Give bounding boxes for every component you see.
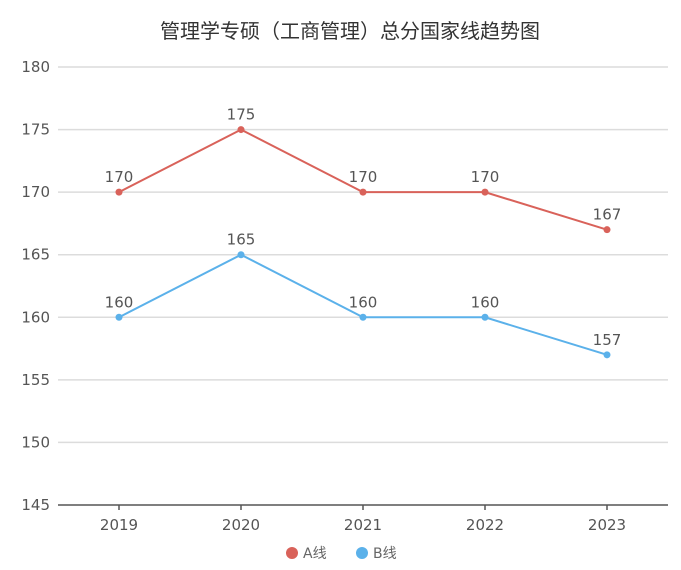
data-point[interactable] [359, 313, 367, 321]
legend-item-a[interactable]: A线 [286, 546, 327, 562]
data-label: 160 [105, 293, 134, 311]
legend-item-b[interactable]: B线 [356, 546, 397, 562]
data-point[interactable] [603, 351, 611, 359]
x-tick-label: 2022 [466, 516, 504, 534]
y-tick-label: 155 [21, 371, 50, 389]
y-tick-label: 150 [21, 433, 50, 451]
data-point[interactable] [115, 313, 123, 321]
data-label: 157 [593, 331, 622, 349]
data-label: 170 [471, 168, 500, 186]
x-tick-label: 2023 [588, 516, 626, 534]
chart-title: 管理学专硕（工商管理）总分国家线趋势图 [160, 19, 540, 43]
data-point[interactable] [115, 188, 123, 196]
data-point[interactable] [237, 126, 245, 134]
y-tick-label: 170 [21, 183, 50, 201]
series-b: 160 165 160 160 157 [105, 231, 622, 359]
data-point[interactable] [481, 313, 489, 321]
y-tick-label: 180 [21, 58, 50, 76]
data-label: 160 [471, 293, 500, 311]
legend-marker [286, 547, 298, 559]
data-label: 170 [105, 168, 134, 186]
data-point[interactable] [481, 188, 489, 196]
data-label: 170 [349, 168, 378, 186]
series-a: 170 175 170 170 167 [105, 106, 622, 234]
x-tick-label: 2019 [100, 516, 138, 534]
legend-label: B线 [373, 546, 397, 562]
data-point[interactable] [237, 251, 245, 259]
data-label: 167 [593, 206, 622, 224]
data-point[interactable] [603, 226, 611, 234]
y-tick-label: 165 [21, 246, 50, 264]
y-tick-label: 175 [21, 121, 50, 139]
x-tick-label: 2020 [222, 516, 260, 534]
data-label: 175 [227, 106, 256, 124]
y-tick-label: 145 [21, 496, 50, 514]
legend-marker [356, 547, 368, 559]
data-point[interactable] [359, 188, 367, 196]
y-tick-label: 160 [21, 308, 50, 326]
x-tick-label: 2021 [344, 516, 382, 534]
data-label: 165 [227, 231, 256, 249]
legend-label: A线 [303, 546, 327, 562]
data-label: 160 [349, 293, 378, 311]
